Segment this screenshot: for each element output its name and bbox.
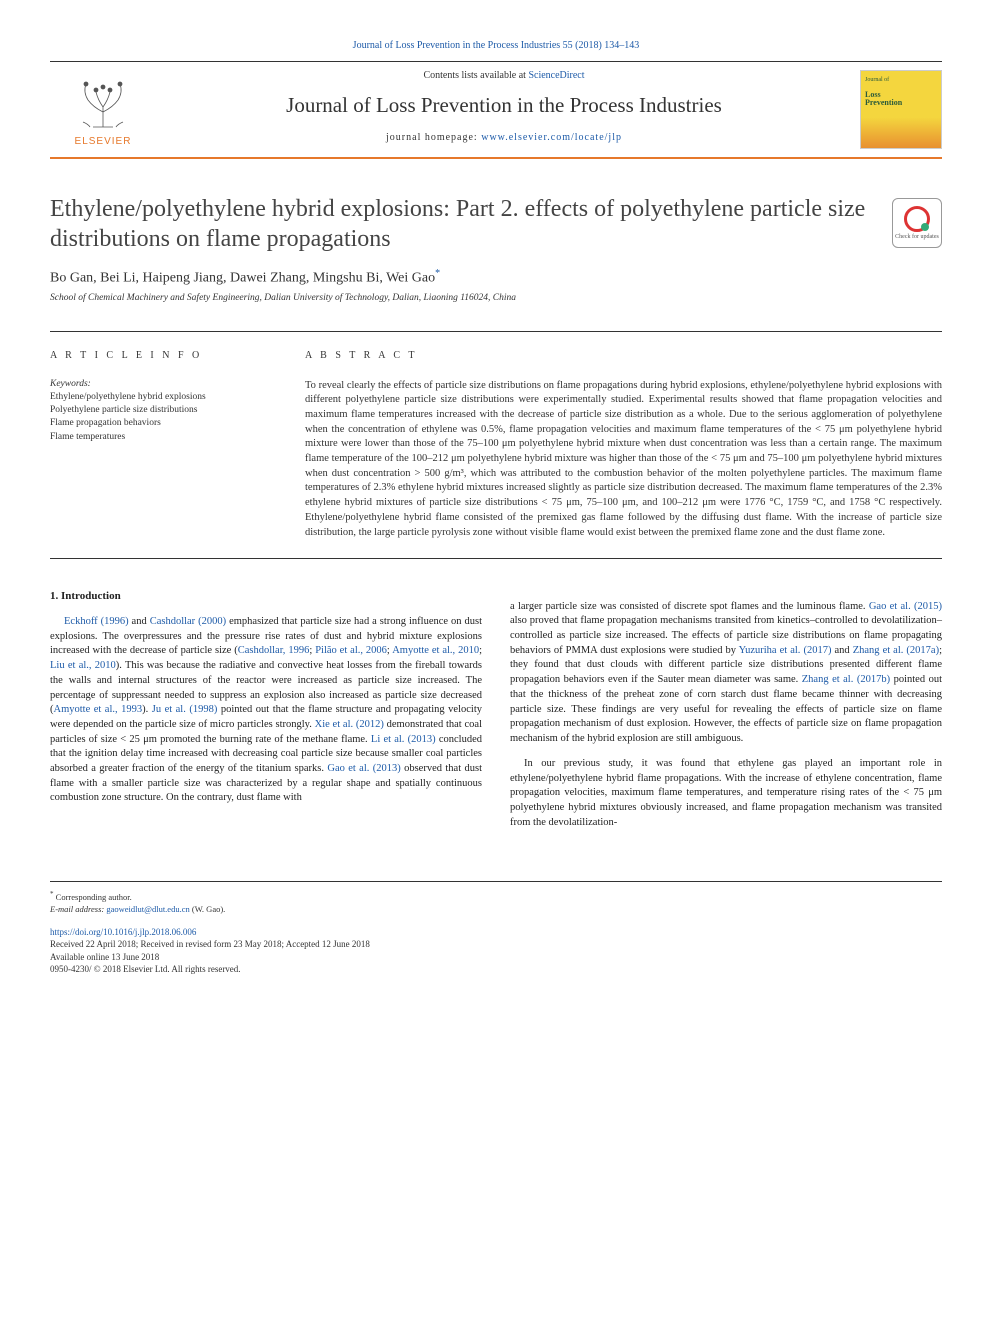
abstract-heading: A B S T R A C T <box>305 350 942 361</box>
left-column: 1. Introduction Eckhoff (1996) and Cashd… <box>50 589 482 841</box>
ref-link[interactable]: Zhang et al. (2017b) <box>802 674 890 685</box>
email-footnote: E-mail address: gaoweidlut@dlut.edu.cn (… <box>50 904 942 916</box>
publisher-logo: ELSEVIER <box>50 62 156 157</box>
crossmark-icon <box>904 206 930 232</box>
right-column: a larger particle size was consisted of … <box>510 589 942 841</box>
sciencedirect-link[interactable]: ScienceDirect <box>528 70 584 81</box>
footer: * Corresponding author. E-mail address: … <box>50 881 942 976</box>
article-info-column: A R T I C L E I N F O Keywords: Ethylene… <box>50 350 305 541</box>
ref-link[interactable]: Cashdollar (2000) <box>150 616 226 627</box>
copyright-line: 0950-4230/ © 2018 Elsevier Ltd. All righ… <box>50 963 942 976</box>
keyword-item: Flame temperatures <box>50 431 285 444</box>
ref-link[interactable]: Gao et al. (2013) <box>327 763 400 774</box>
ref-link[interactable]: Zhang et al. (2017a) <box>853 645 939 656</box>
authors-line: Bo Gan, Bei Li, Haipeng Jiang, Dawei Zha… <box>50 268 942 287</box>
affiliation: School of Chemical Machinery and Safety … <box>50 293 942 303</box>
cover-mid-text: Loss Prevention <box>865 91 902 107</box>
keyword-item: Polyethylene particle size distributions <box>50 404 285 417</box>
ref-link[interactable]: Liu et al., 2010 <box>50 660 116 671</box>
ref-link[interactable]: Eckhoff (1996) <box>64 616 129 627</box>
header-center: Contents lists available at ScienceDirec… <box>156 62 852 157</box>
check-updates-text: Check for updates <box>895 234 939 240</box>
publisher-name: ELSEVIER <box>75 136 132 147</box>
email-link[interactable]: gaoweidlut@dlut.edu.cn <box>106 904 189 914</box>
article-title: Ethylene/polyethylene hybrid explosions:… <box>50 194 872 254</box>
ref-link[interactable]: Amyotte et al., 1993 <box>54 704 143 715</box>
ref-link[interactable]: Cashdollar, 1996 <box>238 645 310 656</box>
ref-link[interactable]: Li et al. (2013) <box>371 734 436 745</box>
ref-link[interactable]: Amyotte et al., 2010 <box>392 645 479 656</box>
intro-paragraph-3: In our previous study, it was found that… <box>510 757 942 830</box>
contents-line: Contents lists available at ScienceDirec… <box>156 70 852 81</box>
check-updates-badge[interactable]: Check for updates <box>892 198 942 248</box>
keywords-list: Ethylene/polyethylene hybrid explosions … <box>50 391 285 444</box>
article-info-heading: A R T I C L E I N F O <box>50 350 285 361</box>
abstract-text: To reveal clearly the effects of particl… <box>305 379 942 541</box>
section-heading-intro: 1. Introduction <box>50 589 482 604</box>
ref-link[interactable]: Pilão et al., 2006 <box>315 645 387 656</box>
header-citation[interactable]: Journal of Loss Prevention in the Proces… <box>50 40 942 51</box>
journal-cover-thumb: Journal of Loss Prevention <box>860 70 942 149</box>
ref-link[interactable]: Gao et al. (2015) <box>869 601 942 612</box>
intro-paragraph-1: Eckhoff (1996) and Cashdollar (2000) emp… <box>50 615 482 806</box>
contents-prefix: Contents lists available at <box>423 70 528 81</box>
homepage-link[interactable]: www.elsevier.com/locate/jlp <box>481 132 622 143</box>
journal-name: Journal of Loss Prevention in the Proces… <box>156 93 852 118</box>
cover-top-text: Journal of <box>865 77 889 84</box>
homepage-prefix: journal homepage: <box>386 132 481 143</box>
abstract-column: A B S T R A C T To reveal clearly the ef… <box>305 350 942 541</box>
body-columns: 1. Introduction Eckhoff (1996) and Cashd… <box>50 589 942 841</box>
doi-link[interactable]: https://doi.org/10.1016/j.jlp.2018.06.00… <box>50 926 942 939</box>
keyword-item: Ethylene/polyethylene hybrid explosions <box>50 391 285 404</box>
available-date: Available online 13 June 2018 <box>50 951 942 964</box>
corresponding-asterisk[interactable]: * <box>435 268 440 279</box>
intro-paragraph-2: a larger particle size was consisted of … <box>510 600 942 747</box>
ref-link[interactable]: Xie et al. (2012) <box>315 719 384 730</box>
ref-link[interactable]: Yuzuriha et al. (2017) <box>739 645 832 656</box>
corresponding-footnote: * Corresponding author. <box>50 890 942 904</box>
journal-header: ELSEVIER Contents lists available at Sci… <box>50 61 942 159</box>
keyword-item: Flame propagation behaviors <box>50 417 285 430</box>
received-dates: Received 22 April 2018; Received in revi… <box>50 938 942 951</box>
ref-link[interactable]: Ju et al. (1998) <box>152 704 218 715</box>
elsevier-tree-icon <box>68 72 138 132</box>
homepage-line: journal homepage: www.elsevier.com/locat… <box>156 132 852 143</box>
keywords-label: Keywords: <box>50 379 285 389</box>
